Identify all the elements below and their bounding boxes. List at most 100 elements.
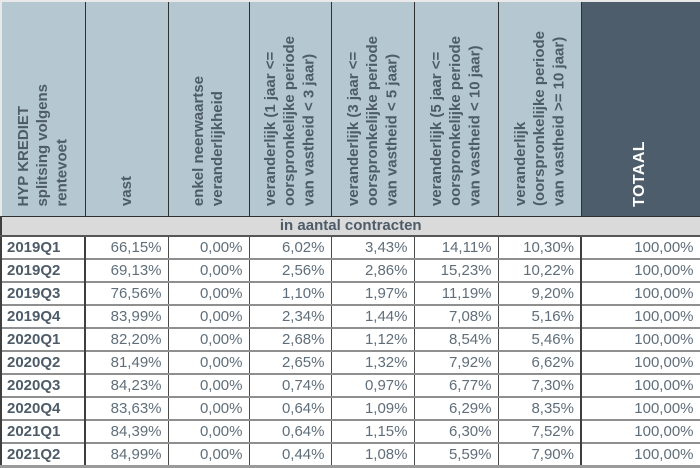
value-cell: 7,92% xyxy=(413,351,498,375)
table-row: 2021Q2 84,99% 0,00% 0,44% 1,08% 5,59% 7,… xyxy=(0,443,700,467)
value-cell: 3,43% xyxy=(330,236,414,260)
section-banner-in-aantal-contracten: in aantal contracten xyxy=(0,216,700,237)
value-cell: 84,23% xyxy=(84,374,168,398)
total-value-cell: 100,00% xyxy=(580,374,700,398)
value-cell: 84,99% xyxy=(84,443,168,467)
column-header-label: TOTAAL xyxy=(631,140,649,207)
quarter-label: 2020Q4 xyxy=(0,397,86,421)
quarter-label: 2019Q4 xyxy=(0,305,86,329)
value-cell: 81,49% xyxy=(84,351,168,375)
total-value-cell: 100,00% xyxy=(580,328,700,352)
value-cell: 2,68% xyxy=(248,328,331,352)
column-header-enkel-neerwaartse: enkel neerwaartse veranderlijkheid xyxy=(167,1,249,217)
value-cell: 1,97% xyxy=(330,282,414,306)
table-row: 2021Q1 84,39% 0,00% 0,64% 1,15% 6,30% 7,… xyxy=(0,420,700,444)
quarter-label: 2021Q1 xyxy=(0,420,86,444)
value-cell: 6,29% xyxy=(413,397,498,421)
value-cell: 6,30% xyxy=(413,420,498,444)
value-cell: 0,64% xyxy=(248,420,331,444)
value-cell: 83,99% xyxy=(84,305,168,329)
total-value-cell: 100,00% xyxy=(580,236,700,260)
value-cell: 5,46% xyxy=(497,328,581,352)
value-cell: 0,00% xyxy=(167,420,249,444)
value-cell: 1,10% xyxy=(248,282,331,306)
value-cell: 2,65% xyxy=(248,351,331,375)
value-cell: 2,56% xyxy=(248,259,331,283)
quarter-label: 2020Q3 xyxy=(0,374,86,398)
quarter-label: 2020Q2 xyxy=(0,351,86,375)
column-header-label: HYP KREDIET splitsing volgens rentevoet xyxy=(15,83,71,207)
column-header-hyp-krediet: HYP KREDIET splitsing volgens rentevoet xyxy=(1,1,85,217)
column-header-label: enkel neerwaartse veranderlijkheid xyxy=(190,76,227,207)
quarter-label: 2019Q1 xyxy=(0,236,86,260)
value-cell: 6,62% xyxy=(497,351,581,375)
value-cell: 0,97% xyxy=(330,374,414,398)
value-cell: 1,44% xyxy=(330,305,414,329)
column-header-veranderlijk-1-3-jaar: veranderlijk (1 jaar <= oorspronkelijke … xyxy=(248,1,331,217)
value-cell: 8,54% xyxy=(413,328,498,352)
value-cell: 2,86% xyxy=(330,259,414,283)
value-cell: 0,74% xyxy=(248,374,331,398)
value-cell: 0,00% xyxy=(167,282,249,306)
column-header-vast: vast xyxy=(84,1,168,217)
column-header-label: veranderlijk (5 jaar <= oorspronkelijke … xyxy=(428,36,484,207)
table-row: 2020Q1 82,20% 0,00% 2,68% 1,12% 8,54% 5,… xyxy=(0,328,700,352)
column-header-label: veranderlijk (1 jaar <= oorspronkelijke … xyxy=(262,36,318,207)
quarter-label: 2021Q2 xyxy=(0,443,86,467)
value-cell: 9,20% xyxy=(497,282,581,306)
value-cell: 0,00% xyxy=(167,374,249,398)
table-row: 2019Q4 83,99% 0,00% 2,34% 1,44% 7,08% 5,… xyxy=(0,305,700,329)
column-header-label: vast xyxy=(117,176,135,207)
value-cell: 66,15% xyxy=(84,236,168,260)
value-cell: 15,23% xyxy=(413,259,498,283)
column-header-label: veranderlijk (3 jaar <= oorspronkelijke … xyxy=(344,36,401,207)
value-cell: 0,00% xyxy=(167,236,249,260)
value-cell: 0,00% xyxy=(167,259,249,283)
table-row: 2019Q1 66,15% 0,00% 6,02% 3,43% 14,11% 1… xyxy=(0,236,700,260)
total-value-cell: 100,00% xyxy=(580,259,700,283)
value-cell: 14,11% xyxy=(413,236,498,260)
value-cell: 7,52% xyxy=(497,420,581,444)
table-row: 2020Q2 81,49% 0,00% 2,65% 1,32% 7,92% 6,… xyxy=(0,351,700,375)
value-cell: 6,77% xyxy=(413,374,498,398)
total-value-cell: 100,00% xyxy=(580,282,700,306)
value-cell: 2,34% xyxy=(248,305,331,329)
table-row: 2020Q4 83,63% 0,00% 0,64% 1,09% 6,29% 8,… xyxy=(0,397,700,421)
total-value-cell: 100,00% xyxy=(580,443,700,467)
value-cell: 1,09% xyxy=(330,397,414,421)
value-cell: 0,00% xyxy=(167,397,249,421)
value-cell: 69,13% xyxy=(84,259,168,283)
value-cell: 1,32% xyxy=(330,351,414,375)
column-header-label: veranderlijk (oorspronkelijke periode va… xyxy=(511,31,568,207)
value-cell: 82,20% xyxy=(84,328,168,352)
value-cell: 1,15% xyxy=(330,420,414,444)
value-cell: 5,59% xyxy=(413,443,498,467)
value-cell: 10,22% xyxy=(497,259,581,283)
value-cell: 0,64% xyxy=(248,397,331,421)
value-cell: 84,39% xyxy=(84,420,168,444)
banner-row: in aantal contracten xyxy=(0,216,700,237)
value-cell: 0,00% xyxy=(167,305,249,329)
column-header-veranderlijk-5-10-jaar: veranderlijk (5 jaar <= oorspronkelijke … xyxy=(413,1,498,217)
table-row: 2019Q2 69,13% 0,00% 2,56% 2,86% 15,23% 1… xyxy=(0,259,700,283)
total-value-cell: 100,00% xyxy=(580,420,700,444)
value-cell: 0,00% xyxy=(167,443,249,467)
value-cell: 7,08% xyxy=(413,305,498,329)
value-cell: 1,12% xyxy=(330,328,414,352)
value-cell: 0,00% xyxy=(167,328,249,352)
quarter-label: 2019Q2 xyxy=(0,259,86,283)
quarter-label: 2019Q3 xyxy=(0,282,86,306)
column-header-veranderlijk-3-5-jaar: veranderlijk (3 jaar <= oorspronkelijke … xyxy=(330,1,414,217)
value-cell: 1,08% xyxy=(330,443,414,467)
value-cell: 0,00% xyxy=(167,351,249,375)
quarter-label: 2020Q1 xyxy=(0,328,86,352)
header-row: HYP KREDIET splitsing volgens rentevoet … xyxy=(1,1,700,217)
total-value-cell: 100,00% xyxy=(580,305,700,329)
value-cell: 83,63% xyxy=(84,397,168,421)
total-value-cell: 100,00% xyxy=(580,351,700,375)
value-cell: 7,30% xyxy=(497,374,581,398)
table-row: 2019Q3 76,56% 0,00% 1,10% 1,97% 11,19% 9… xyxy=(0,282,700,306)
value-cell: 8,35% xyxy=(497,397,581,421)
value-cell: 11,19% xyxy=(413,282,498,306)
